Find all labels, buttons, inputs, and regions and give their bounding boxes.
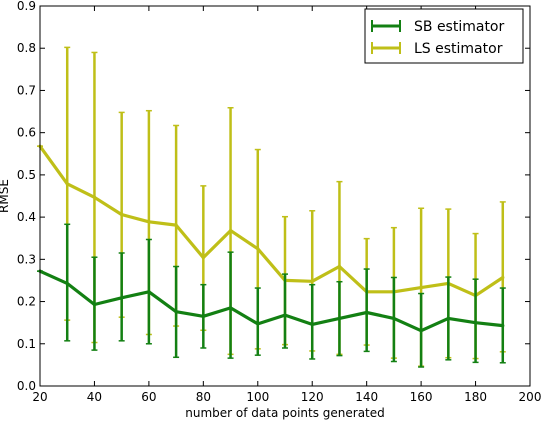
data-point-ls — [147, 220, 151, 224]
series-sb — [37, 223, 506, 368]
data-point-sb — [310, 322, 314, 326]
y-tick-label: 0.8 — [17, 41, 36, 55]
x-tick-label: 80 — [196, 390, 211, 404]
x-tick-label: 20 — [32, 390, 47, 404]
y-tick-label: 0.5 — [17, 168, 36, 182]
y-tick-label: 0.3 — [17, 252, 36, 266]
y-tick-label: 0.9 — [17, 0, 36, 13]
data-point-sb — [65, 281, 69, 285]
x-tick-label: 100 — [246, 390, 269, 404]
data-point-sb — [419, 329, 423, 333]
data-point-ls — [256, 247, 260, 251]
data-point-sb — [365, 310, 369, 315]
data-point-sb — [446, 316, 450, 321]
x-tick-label: 180 — [464, 390, 487, 404]
series-layer — [37, 46, 506, 368]
data-point-ls — [228, 229, 233, 233]
y-axis-label: RMSE — [0, 179, 11, 213]
y-tick-label: 0.6 — [17, 126, 36, 140]
tick-layer: 20 40 60 80 100 120 140 160 180 200 0.0 0.1 0.2 0.3 0.… — [17, 0, 542, 404]
y-tick-label: 0.4 — [17, 210, 36, 224]
data-point-ls — [174, 223, 178, 227]
data-point-sb — [174, 310, 178, 314]
data-point-sb — [337, 316, 342, 321]
y-tick-label: 0.7 — [17, 83, 36, 97]
data-point-ls — [65, 182, 69, 186]
data-point-sb — [120, 296, 124, 300]
y-tick-label: 0.1 — [17, 337, 36, 351]
legend-label-sb: SB estimator — [414, 19, 504, 35]
y-tick-label: 0.0 — [17, 379, 36, 393]
data-point-ls — [337, 264, 342, 269]
data-point-sb — [92, 302, 97, 307]
data-point-sb — [392, 316, 396, 321]
legend-label-ls: LS estimator — [414, 41, 503, 57]
legend-box — [364, 8, 524, 64]
x-tick-label: 40 — [87, 390, 102, 404]
x-tick-label: 200 — [519, 390, 542, 404]
data-point-ls — [92, 195, 97, 199]
data-point-sb — [473, 321, 478, 325]
y-tick-label: 0.2 — [17, 295, 36, 309]
x-tick-label: 120 — [301, 390, 324, 404]
data-point-sb — [283, 313, 287, 317]
series-line-ls — [38, 145, 504, 298]
data-point-sb — [501, 324, 505, 328]
data-point-ls — [419, 286, 423, 290]
data-point-sb — [201, 314, 205, 318]
data-point-ls — [501, 275, 505, 280]
plot-frame — [39, 5, 531, 387]
x-tick-label: 140 — [355, 390, 378, 404]
data-point-sb — [147, 290, 151, 294]
x-tick-label: 60 — [141, 390, 156, 404]
series-line-sb — [39, 269, 503, 333]
data-point-ls — [201, 256, 205, 260]
legend: SB estimator LS estimator — [364, 8, 524, 64]
data-point-ls — [310, 279, 314, 283]
data-point-ls — [120, 212, 124, 217]
data-point-sb — [256, 322, 260, 326]
x-axis-label: number of data points generated — [185, 406, 385, 420]
x-tick-label: 160 — [410, 390, 433, 404]
data-point-sb — [228, 306, 233, 310]
